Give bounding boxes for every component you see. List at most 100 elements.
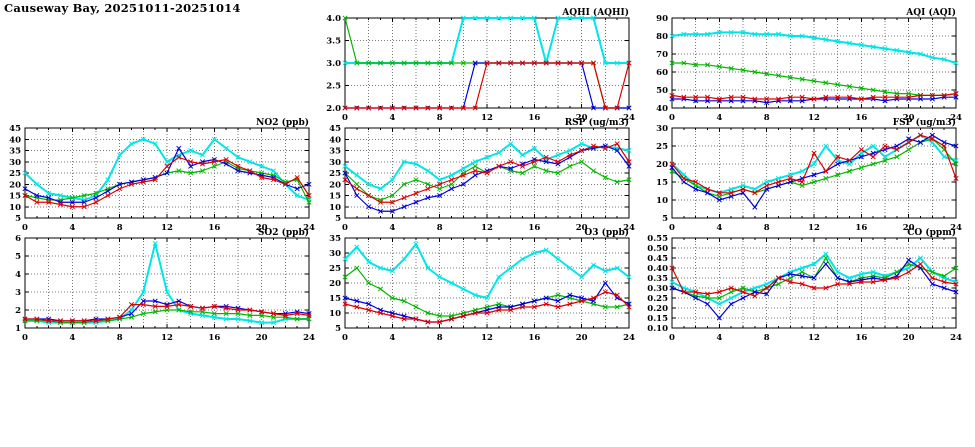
svg-text:4: 4 <box>15 270 21 280</box>
svg-text:5: 5 <box>15 252 21 262</box>
svg-text:0.55: 0.55 <box>647 234 668 244</box>
svg-text:0: 0 <box>22 223 28 233</box>
svg-text:24: 24 <box>950 333 962 343</box>
svg-text:4: 4 <box>389 223 395 233</box>
svg-text:8: 8 <box>437 333 443 343</box>
svg-text:4: 4 <box>389 333 395 343</box>
svg-text:4: 4 <box>69 223 75 233</box>
svg-text:12: 12 <box>161 333 173 343</box>
chart-co: 0 4 8 12 16 20 24 0.10 0.15 0.20 0.25 0.30 0.35 0.40 0… <box>638 227 966 346</box>
svg-text:12: 12 <box>161 223 173 233</box>
chart-aqi: 0 4 8 12 16 20 24 40 50 60 70 80 90 AQI (AQI) <box>638 7 966 126</box>
svg-text:45: 45 <box>329 124 341 134</box>
svg-text:16: 16 <box>208 333 220 343</box>
svg-text:CO (ppm): CO (ppm) <box>907 228 956 238</box>
svg-text:25: 25 <box>9 169 21 179</box>
svg-text:30: 30 <box>329 249 341 259</box>
svg-text:2.0: 2.0 <box>326 104 341 114</box>
svg-text:24: 24 <box>950 223 962 233</box>
svg-text:20: 20 <box>9 180 21 190</box>
svg-text:40: 40 <box>656 104 668 114</box>
svg-text:15: 15 <box>329 294 341 304</box>
svg-text:0.10: 0.10 <box>647 324 668 334</box>
svg-text:8: 8 <box>117 223 123 233</box>
chart-aqhi: 0 4 8 12 16 20 24 2.0 2.5 3.0 3.5 4.0 AQHI (AQHI) <box>311 7 639 126</box>
svg-text:10: 10 <box>9 203 21 213</box>
svg-text:30: 30 <box>9 158 21 168</box>
svg-text:24: 24 <box>623 333 635 343</box>
svg-text:O3 (ppb): O3 (ppb) <box>584 228 629 238</box>
svg-text:20: 20 <box>329 180 341 190</box>
svg-text:24: 24 <box>623 223 635 233</box>
svg-text:8: 8 <box>764 223 770 233</box>
svg-text:12: 12 <box>808 113 820 123</box>
svg-text:20: 20 <box>903 113 915 123</box>
svg-text:FSP (ug/m3): FSP (ug/m3) <box>893 118 956 128</box>
svg-text:6: 6 <box>15 234 21 244</box>
svg-text:35: 35 <box>9 147 21 157</box>
svg-text:25: 25 <box>656 142 668 152</box>
svg-text:0.40: 0.40 <box>647 264 668 274</box>
svg-text:2: 2 <box>15 306 21 316</box>
svg-text:25: 25 <box>329 264 341 274</box>
svg-text:10: 10 <box>656 196 668 206</box>
svg-text:20: 20 <box>576 113 588 123</box>
svg-text:12: 12 <box>808 223 820 233</box>
svg-text:0: 0 <box>669 333 675 343</box>
svg-text:0.50: 0.50 <box>647 244 668 254</box>
chart-plot-aqi: 0 4 8 12 16 20 24 40 50 60 70 80 90 AQI (AQI) <box>656 7 962 123</box>
svg-text:0.20: 0.20 <box>647 304 668 314</box>
svg-text:0: 0 <box>342 223 348 233</box>
svg-text:0: 0 <box>342 113 348 123</box>
svg-text:4: 4 <box>716 113 722 123</box>
svg-text:20: 20 <box>576 333 588 343</box>
svg-text:3.5: 3.5 <box>326 37 341 47</box>
svg-text:5: 5 <box>335 324 341 334</box>
svg-text:3: 3 <box>15 288 21 298</box>
svg-text:0: 0 <box>342 333 348 343</box>
svg-text:5: 5 <box>15 214 21 224</box>
svg-text:25: 25 <box>329 169 341 179</box>
svg-text:30: 30 <box>656 124 668 134</box>
svg-text:8: 8 <box>437 223 443 233</box>
svg-text:35: 35 <box>329 234 341 244</box>
svg-text:0: 0 <box>669 113 675 123</box>
svg-text:4: 4 <box>69 333 75 343</box>
svg-text:4: 4 <box>716 333 722 343</box>
svg-text:15: 15 <box>329 192 341 202</box>
svg-text:16: 16 <box>855 223 867 233</box>
svg-text:SO2 (ppb): SO2 (ppb) <box>258 228 309 238</box>
svg-text:12: 12 <box>481 223 493 233</box>
svg-text:8: 8 <box>437 113 443 123</box>
svg-text:90: 90 <box>656 14 668 24</box>
svg-text:12: 12 <box>808 333 820 343</box>
svg-text:35: 35 <box>329 147 341 157</box>
svg-text:16: 16 <box>528 113 540 123</box>
chart-plot-aqhi: 0 4 8 12 16 20 24 2.0 2.5 3.0 3.5 4.0 AQHI (AQHI) <box>326 7 635 123</box>
svg-text:3.0: 3.0 <box>326 59 341 69</box>
svg-text:4.0: 4.0 <box>326 14 341 24</box>
svg-text:20: 20 <box>329 279 341 289</box>
svg-text:0.35: 0.35 <box>647 274 668 284</box>
svg-text:4: 4 <box>716 223 722 233</box>
svg-text:20: 20 <box>903 333 915 343</box>
svg-text:12: 12 <box>481 113 493 123</box>
svg-text:60: 60 <box>656 68 668 78</box>
svg-text:10: 10 <box>329 309 341 319</box>
svg-text:30: 30 <box>329 158 341 168</box>
svg-text:20: 20 <box>256 333 268 343</box>
svg-text:16: 16 <box>208 223 220 233</box>
svg-text:RSP (ug/m3): RSP (ug/m3) <box>565 118 629 128</box>
svg-text:4: 4 <box>389 113 395 123</box>
svg-text:24: 24 <box>950 113 962 123</box>
svg-text:40: 40 <box>329 135 341 145</box>
svg-text:5: 5 <box>662 214 668 224</box>
svg-text:0.15: 0.15 <box>647 314 668 324</box>
svg-text:20: 20 <box>656 160 668 170</box>
svg-text:0.25: 0.25 <box>647 294 668 304</box>
chart-so2: 0 4 8 12 16 20 24 1 2 3 4 5 6 SO2 (ppb) <box>0 227 319 346</box>
svg-text:80: 80 <box>656 32 668 42</box>
svg-text:8: 8 <box>764 333 770 343</box>
